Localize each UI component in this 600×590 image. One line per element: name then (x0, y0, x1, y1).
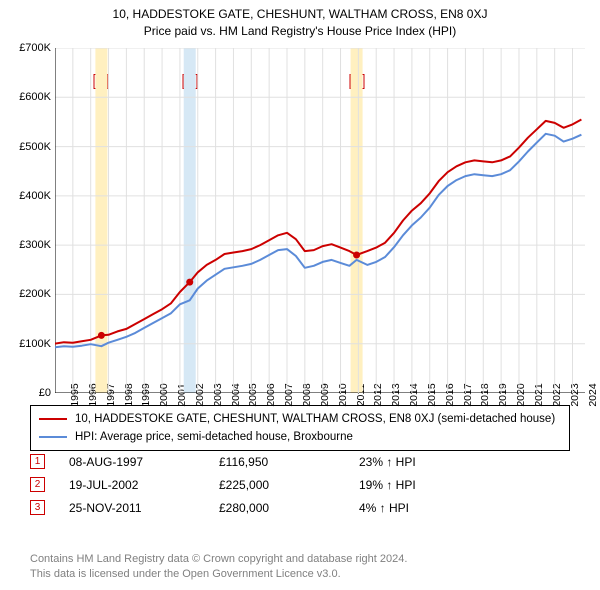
legend-label-property: 10, HADDESTOKE GATE, CHESHUNT, WALTHAM C… (75, 411, 555, 427)
legend-swatch-property (39, 418, 67, 420)
chart-plot-area: £0£100K£200K£300K£400K£500K£600K£700K199… (55, 48, 585, 393)
sale-hpi: 19% ↑ HPI (359, 478, 570, 492)
title-block: 10, HADDESTOKE GATE, CHESHUNT, WALTHAM C… (0, 0, 600, 40)
footer-block: Contains HM Land Registry data © Crown c… (30, 552, 570, 582)
title-address: 10, HADDESTOKE GATE, CHESHUNT, WALTHAM C… (0, 6, 600, 23)
sale-price: £280,000 (219, 501, 359, 515)
ytick-label: £400K (19, 190, 51, 202)
sale-marker-icon: 2 (30, 477, 45, 492)
sale-row: 3 25-NOV-2011 £280,000 4% ↑ HPI (30, 496, 570, 519)
ytick-label: £600K (19, 91, 51, 103)
ytick-label: £700K (19, 42, 51, 54)
sale-marker-icon: 1 (30, 454, 45, 469)
title-subtitle: Price paid vs. HM Land Registry's House … (0, 23, 600, 40)
legend-row-property: 10, HADDESTOKE GATE, CHESHUNT, WALTHAM C… (39, 410, 561, 428)
sale-row: 2 19-JUL-2002 £225,000 19% ↑ HPI (30, 473, 570, 496)
chart-container: 10, HADDESTOKE GATE, CHESHUNT, WALTHAM C… (0, 0, 600, 590)
legend-swatch-hpi (39, 436, 67, 438)
sale-date: 08-AUG-1997 (69, 455, 219, 469)
sale-date: 25-NOV-2011 (69, 501, 219, 515)
ytick-label: £200K (19, 288, 51, 300)
footer-line1: Contains HM Land Registry data © Crown c… (30, 552, 570, 567)
ytick-label: £500K (19, 141, 51, 153)
chart-svg (55, 48, 585, 393)
ytick-label: £0 (39, 387, 51, 399)
legend-box: 10, HADDESTOKE GATE, CHESHUNT, WALTHAM C… (30, 405, 570, 451)
sale-price: £225,000 (219, 478, 359, 492)
ytick-label: £300K (19, 239, 51, 251)
footer-line2: This data is licensed under the Open Gov… (30, 567, 570, 582)
sale-date: 19-JUL-2002 (69, 478, 219, 492)
ytick-label: £100K (19, 338, 51, 350)
sales-block: 1 08-AUG-1997 £116,950 23% ↑ HPI 2 19-JU… (30, 450, 570, 519)
sale-price: £116,950 (219, 455, 359, 469)
legend-label-hpi: HPI: Average price, semi-detached house,… (75, 429, 353, 445)
sale-marker-icon: 3 (30, 500, 45, 515)
legend-row-hpi: HPI: Average price, semi-detached house,… (39, 428, 561, 446)
sale-hpi: 23% ↑ HPI (359, 455, 570, 469)
sale-row: 1 08-AUG-1997 £116,950 23% ↑ HPI (30, 450, 570, 473)
sale-hpi: 4% ↑ HPI (359, 501, 570, 515)
